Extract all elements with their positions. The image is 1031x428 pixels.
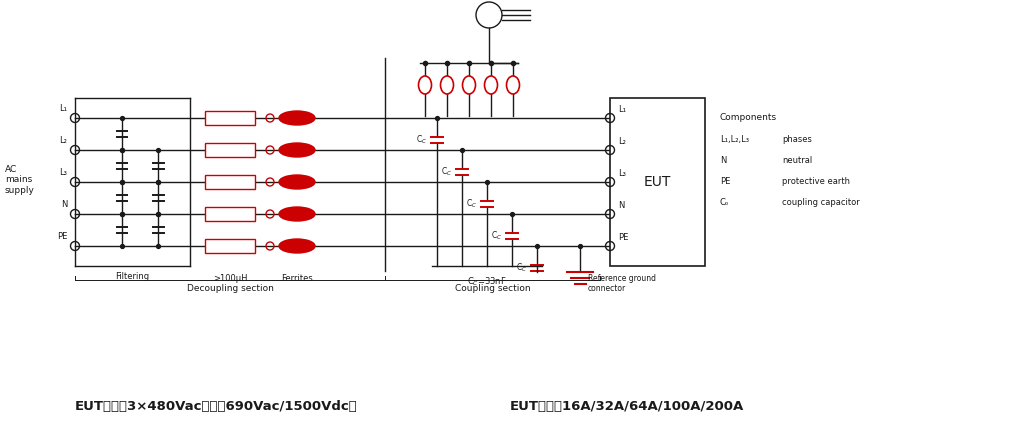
- Text: L₁: L₁: [59, 104, 67, 113]
- Text: Coupling section: Coupling section: [455, 284, 530, 293]
- Text: Reference ground
connector: Reference ground connector: [588, 274, 656, 294]
- Text: Filtering: Filtering: [115, 272, 149, 281]
- Bar: [205, 143, 255, 157]
- Text: phases: phases: [781, 135, 811, 144]
- Ellipse shape: [485, 76, 498, 94]
- Text: C$_C$=33nF: C$_C$=33nF: [467, 276, 507, 288]
- Text: PE: PE: [720, 177, 730, 186]
- Text: L₃: L₃: [59, 168, 67, 177]
- Text: C$_C$: C$_C$: [441, 166, 452, 178]
- Bar: [205, 111, 255, 125]
- Text: L₁: L₁: [618, 105, 626, 114]
- Ellipse shape: [419, 76, 432, 94]
- Bar: [205, 239, 255, 253]
- Text: AC
mains
supply: AC mains supply: [5, 165, 35, 195]
- Bar: [610, 98, 705, 266]
- Text: Ferrites: Ferrites: [281, 274, 312, 283]
- Text: Decoupling section: Decoupling section: [187, 284, 273, 293]
- Text: L₃: L₃: [618, 169, 626, 178]
- Ellipse shape: [279, 143, 315, 157]
- Ellipse shape: [463, 76, 475, 94]
- Bar: [205, 207, 255, 221]
- Text: EUT电压：3×480Vac（选件690Vac/1500Vdc）: EUT电压：3×480Vac（选件690Vac/1500Vdc）: [75, 399, 358, 413]
- Text: >100μH: >100μH: [212, 274, 247, 283]
- Text: L₂: L₂: [618, 137, 626, 146]
- Text: Cₒ: Cₒ: [720, 198, 729, 207]
- Text: PE: PE: [57, 232, 67, 241]
- Text: C$_C$: C$_C$: [516, 262, 527, 274]
- Text: C$_C$: C$_C$: [491, 230, 502, 242]
- Text: EUT电流：16A/32A/64A/100A/200A: EUT电流：16A/32A/64A/100A/200A: [510, 399, 744, 413]
- Text: L₂: L₂: [59, 136, 67, 145]
- Text: N: N: [61, 200, 67, 209]
- Text: L₁,L₂,L₃: L₁,L₂,L₃: [720, 135, 749, 144]
- Text: coupling capacitor: coupling capacitor: [781, 198, 860, 207]
- Text: EUT: EUT: [643, 175, 671, 189]
- Text: PE: PE: [618, 233, 628, 242]
- Text: C$_C$: C$_C$: [415, 134, 427, 146]
- Ellipse shape: [440, 76, 454, 94]
- Text: neutral: neutral: [781, 156, 812, 165]
- Text: N: N: [618, 201, 625, 210]
- Ellipse shape: [279, 207, 315, 221]
- Ellipse shape: [506, 76, 520, 94]
- Text: C$_C$: C$_C$: [466, 198, 477, 210]
- Ellipse shape: [279, 175, 315, 189]
- Text: N: N: [720, 156, 727, 165]
- Ellipse shape: [279, 239, 315, 253]
- Text: protective earth: protective earth: [781, 177, 850, 186]
- Bar: [205, 175, 255, 189]
- Ellipse shape: [279, 111, 315, 125]
- Text: Components: Components: [720, 113, 777, 122]
